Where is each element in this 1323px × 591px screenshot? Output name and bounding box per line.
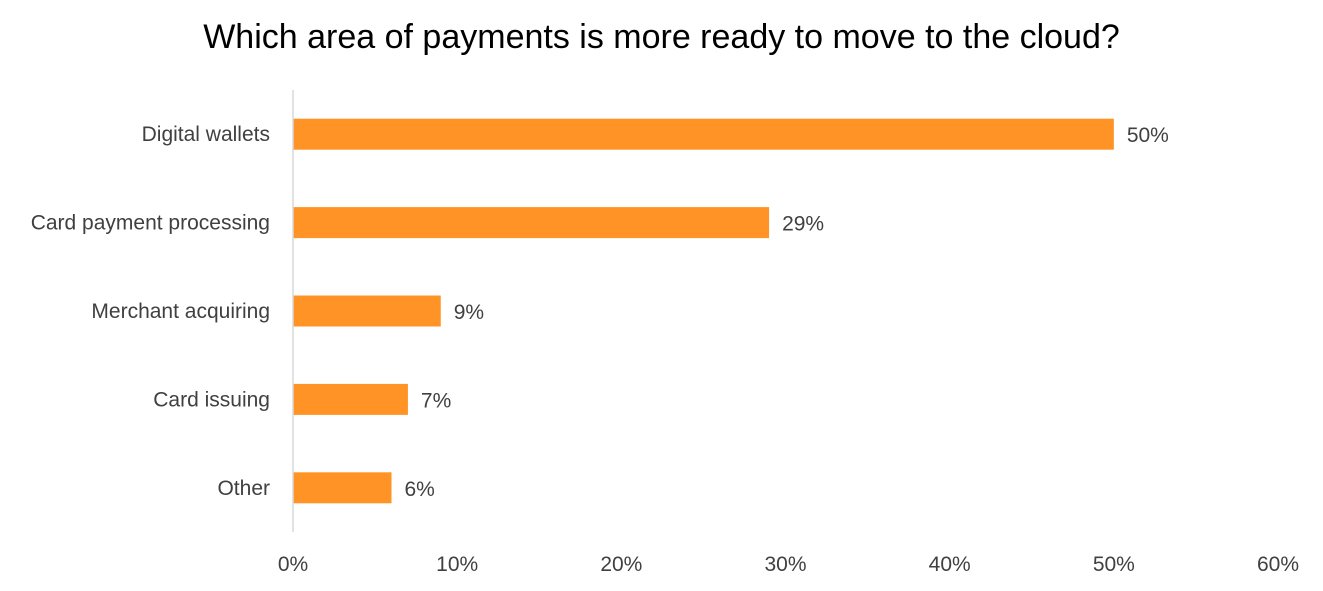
category-label: Digital wallets (142, 123, 270, 146)
data-label: 9% (454, 301, 484, 324)
bar-card-issuing (293, 383, 408, 415)
data-labels: 50% 29% 9% 7% 6% (405, 124, 1169, 501)
data-label: 50% (1127, 124, 1169, 147)
chart-title: Which area of payments is more ready to … (203, 18, 1120, 56)
data-label: 29% (782, 213, 824, 236)
bars-layer (293, 118, 1114, 504)
bar-merchant-acquiring (293, 295, 441, 327)
data-label: 6% (405, 478, 435, 501)
category-label: Other (217, 477, 270, 500)
x-tick-label: 50% (1093, 553, 1135, 576)
x-tick-label: 60% (1257, 553, 1299, 576)
category-labels: Digital wallets Card payment processing Me… (31, 123, 270, 500)
x-tick-labels: 0% 10% 20% 30% 40% 50% 60% (278, 553, 1299, 576)
x-tick-label: 10% (436, 553, 478, 576)
x-tick-label: 20% (600, 553, 642, 576)
bar-card-payment-processing (293, 207, 770, 239)
x-tick-label: 30% (764, 553, 806, 576)
x-tick-label: 40% (929, 553, 971, 576)
data-label: 7% (421, 389, 451, 412)
bar-other (293, 472, 392, 504)
category-label: Card payment processing (31, 212, 270, 235)
category-label: Card issuing (153, 388, 270, 411)
bar-digital-wallets (293, 118, 1114, 150)
x-tick-label: 0% (278, 553, 308, 576)
category-label: Merchant acquiring (91, 300, 270, 323)
